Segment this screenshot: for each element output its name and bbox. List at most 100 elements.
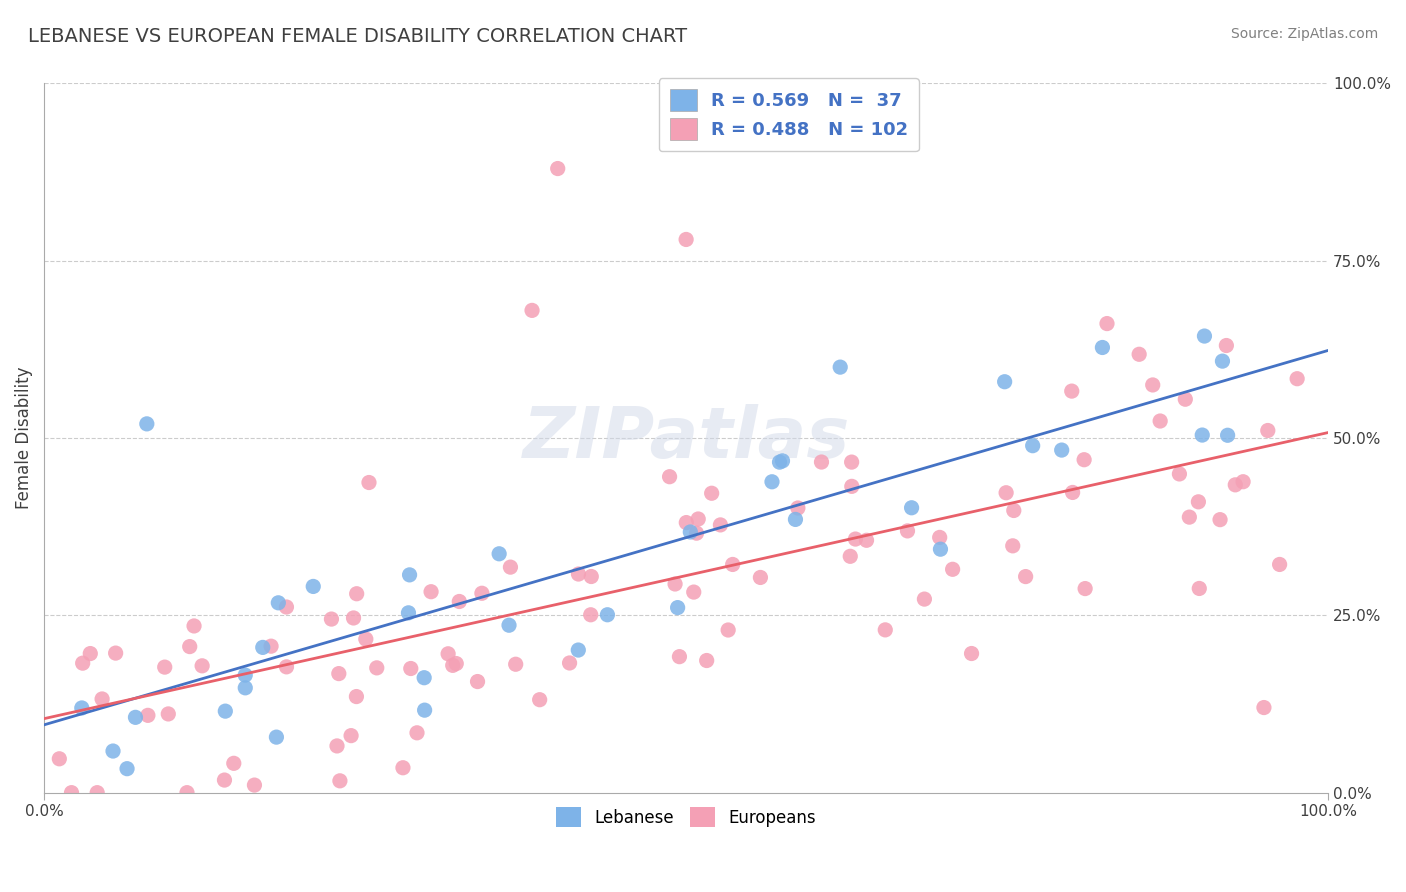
Text: LEBANESE VS EUROPEAN FEMALE DISABILITY CORRELATION CHART: LEBANESE VS EUROPEAN FEMALE DISABILITY C… bbox=[28, 27, 688, 45]
Lebanese bbox=[994, 375, 1017, 389]
Europeans bbox=[104, 646, 127, 660]
Lebanese bbox=[1194, 329, 1216, 343]
Europeans bbox=[558, 656, 581, 670]
Europeans bbox=[928, 530, 950, 544]
Europeans bbox=[399, 661, 422, 675]
Europeans bbox=[366, 661, 388, 675]
Lebanese bbox=[488, 547, 510, 561]
Europeans bbox=[344, 690, 367, 704]
Europeans bbox=[183, 619, 205, 633]
Europeans bbox=[354, 632, 377, 646]
Europeans bbox=[328, 666, 350, 681]
Lebanese bbox=[666, 600, 689, 615]
Europeans bbox=[467, 674, 489, 689]
Lebanese bbox=[266, 730, 288, 744]
Lebanese bbox=[413, 671, 436, 685]
Text: Source: ZipAtlas.com: Source: ZipAtlas.com bbox=[1230, 27, 1378, 41]
Europeans bbox=[786, 501, 808, 516]
Europeans bbox=[321, 612, 343, 626]
Europeans bbox=[179, 640, 201, 654]
Europeans bbox=[912, 592, 935, 607]
Europeans bbox=[449, 594, 471, 608]
Europeans bbox=[1002, 503, 1025, 517]
Europeans bbox=[441, 658, 464, 673]
Europeans bbox=[91, 692, 114, 706]
Europeans bbox=[420, 584, 443, 599]
Europeans bbox=[346, 587, 368, 601]
Lebanese bbox=[302, 579, 325, 593]
Europeans bbox=[700, 486, 723, 500]
Europeans bbox=[326, 739, 349, 753]
Lebanese bbox=[900, 500, 922, 515]
Europeans bbox=[839, 549, 862, 564]
Europeans bbox=[437, 647, 460, 661]
Europeans bbox=[875, 623, 897, 637]
Europeans bbox=[896, 524, 918, 538]
Lebanese bbox=[1211, 354, 1233, 368]
Europeans bbox=[709, 517, 731, 532]
Europeans bbox=[1142, 378, 1164, 392]
Europeans bbox=[1232, 475, 1254, 489]
Europeans bbox=[1149, 414, 1171, 428]
Y-axis label: Female Disability: Female Disability bbox=[15, 367, 32, 509]
Europeans bbox=[855, 533, 877, 548]
Lebanese bbox=[1021, 439, 1043, 453]
Europeans bbox=[505, 657, 527, 672]
Europeans bbox=[1001, 539, 1024, 553]
Europeans bbox=[191, 658, 214, 673]
Europeans bbox=[1174, 392, 1197, 407]
Europeans bbox=[675, 516, 697, 530]
Europeans bbox=[1253, 700, 1275, 714]
Europeans bbox=[276, 600, 298, 615]
Europeans bbox=[1062, 485, 1084, 500]
Europeans bbox=[721, 558, 744, 572]
Europeans bbox=[276, 660, 298, 674]
Lebanese bbox=[398, 606, 420, 620]
Lebanese bbox=[233, 668, 256, 682]
Europeans bbox=[1215, 338, 1237, 352]
Lebanese bbox=[772, 454, 794, 468]
Lebanese bbox=[214, 704, 236, 718]
Europeans bbox=[214, 773, 236, 788]
Lebanese bbox=[567, 643, 589, 657]
Europeans bbox=[60, 786, 83, 800]
Lebanese bbox=[1191, 428, 1213, 442]
Europeans bbox=[685, 526, 707, 541]
Europeans bbox=[222, 756, 245, 771]
Europeans bbox=[1128, 347, 1150, 361]
Europeans bbox=[329, 773, 352, 788]
Europeans bbox=[1188, 582, 1211, 596]
Lebanese bbox=[101, 744, 124, 758]
Europeans bbox=[942, 562, 965, 576]
Europeans bbox=[1187, 495, 1209, 509]
Europeans bbox=[136, 708, 159, 723]
Lebanese bbox=[498, 618, 520, 632]
Europeans bbox=[1014, 569, 1036, 583]
Europeans bbox=[675, 232, 697, 246]
Europeans bbox=[444, 657, 467, 671]
Europeans bbox=[682, 585, 704, 599]
Europeans bbox=[1225, 478, 1247, 492]
Europeans bbox=[260, 639, 283, 653]
Lebanese bbox=[135, 417, 157, 431]
Europeans bbox=[520, 303, 543, 318]
Europeans bbox=[243, 778, 266, 792]
Europeans bbox=[48, 752, 70, 766]
Lebanese bbox=[115, 762, 138, 776]
Europeans bbox=[841, 479, 863, 493]
Europeans bbox=[176, 786, 198, 800]
Europeans bbox=[810, 455, 832, 469]
Europeans bbox=[581, 569, 603, 583]
Europeans bbox=[1268, 558, 1291, 572]
Europeans bbox=[86, 786, 108, 800]
Europeans bbox=[717, 623, 740, 637]
Europeans bbox=[153, 660, 176, 674]
Europeans bbox=[340, 729, 363, 743]
Europeans bbox=[1257, 424, 1279, 438]
Europeans bbox=[1060, 384, 1083, 398]
Lebanese bbox=[398, 567, 420, 582]
Lebanese bbox=[70, 701, 93, 715]
Europeans bbox=[688, 512, 710, 526]
Text: ZIPatlas: ZIPatlas bbox=[523, 403, 849, 473]
Lebanese bbox=[679, 524, 702, 539]
